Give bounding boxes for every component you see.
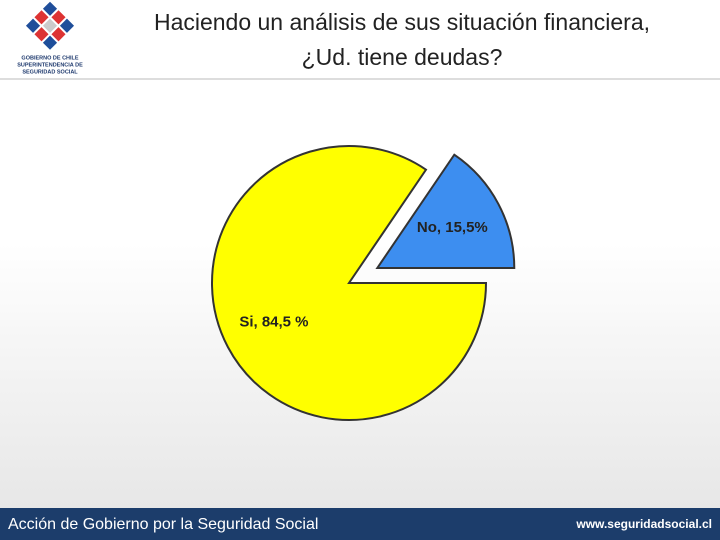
title: Haciendo un análisis de sus situación fi… <box>154 9 650 35</box>
title: ¿Ud. tiene deudas? <box>302 44 503 70</box>
logo-text: SEGURIDAD SOCIAL <box>22 69 78 75</box>
logo-text: GOBIERNO DE CHILE <box>21 55 78 61</box>
logo: GOBIERNO DE CHILE SUPERINTENDENCIA DE SE… <box>17 1 83 75</box>
pie-slice <box>375 153 516 270</box>
pie-slice <box>211 145 488 421</box>
footer-text: Acción de Gobierno por la Seguridad Soci… <box>8 516 318 533</box>
pie: Si, 84,5 % No, 15,5% <box>211 145 516 421</box>
footer-bar <box>0 508 720 540</box>
slice-label: Si, 84,5 % <box>239 314 308 331</box>
slice-label: No, 15,5% <box>417 219 488 236</box>
footer-url: www.seguridadsocial.cl <box>575 517 712 531</box>
logo-text: SUPERINTENDENCIA DE <box>17 62 83 68</box>
